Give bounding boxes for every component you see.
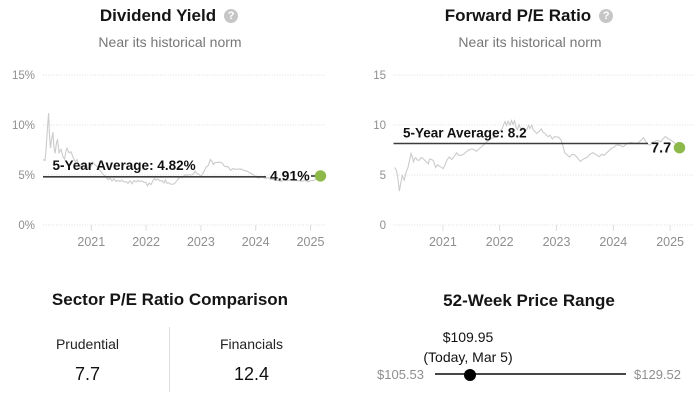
svg-text:15: 15 bbox=[373, 70, 386, 82]
svg-text:2023: 2023 bbox=[543, 235, 571, 249]
svg-text:2025: 2025 bbox=[297, 235, 325, 249]
svg-text:2024: 2024 bbox=[599, 235, 627, 249]
svg-text:0%: 0% bbox=[18, 220, 35, 232]
svg-text:5-Year Average: 8.2: 5-Year Average: 8.2 bbox=[403, 126, 527, 141]
svg-text:4.91%: 4.91% bbox=[270, 168, 310, 184]
svg-text:15%: 15% bbox=[12, 70, 35, 82]
svg-text:5%: 5% bbox=[18, 170, 35, 182]
svg-text:10: 10 bbox=[373, 120, 386, 132]
svg-text:5-Year Average: 4.82%: 5-Year Average: 4.82% bbox=[53, 158, 196, 173]
svg-text:2023: 2023 bbox=[187, 235, 215, 249]
svg-text:2021: 2021 bbox=[77, 235, 105, 249]
svg-text:2025: 2025 bbox=[656, 235, 684, 249]
svg-text:7.7: 7.7 bbox=[651, 140, 671, 156]
svg-text:2022: 2022 bbox=[132, 235, 160, 249]
svg-text:10%: 10% bbox=[12, 120, 35, 132]
svg-text:2021: 2021 bbox=[429, 235, 457, 249]
svg-text:2024: 2024 bbox=[242, 235, 270, 249]
svg-text:0: 0 bbox=[380, 220, 386, 232]
svg-text:5: 5 bbox=[380, 170, 386, 182]
svg-text:2022: 2022 bbox=[486, 235, 514, 249]
